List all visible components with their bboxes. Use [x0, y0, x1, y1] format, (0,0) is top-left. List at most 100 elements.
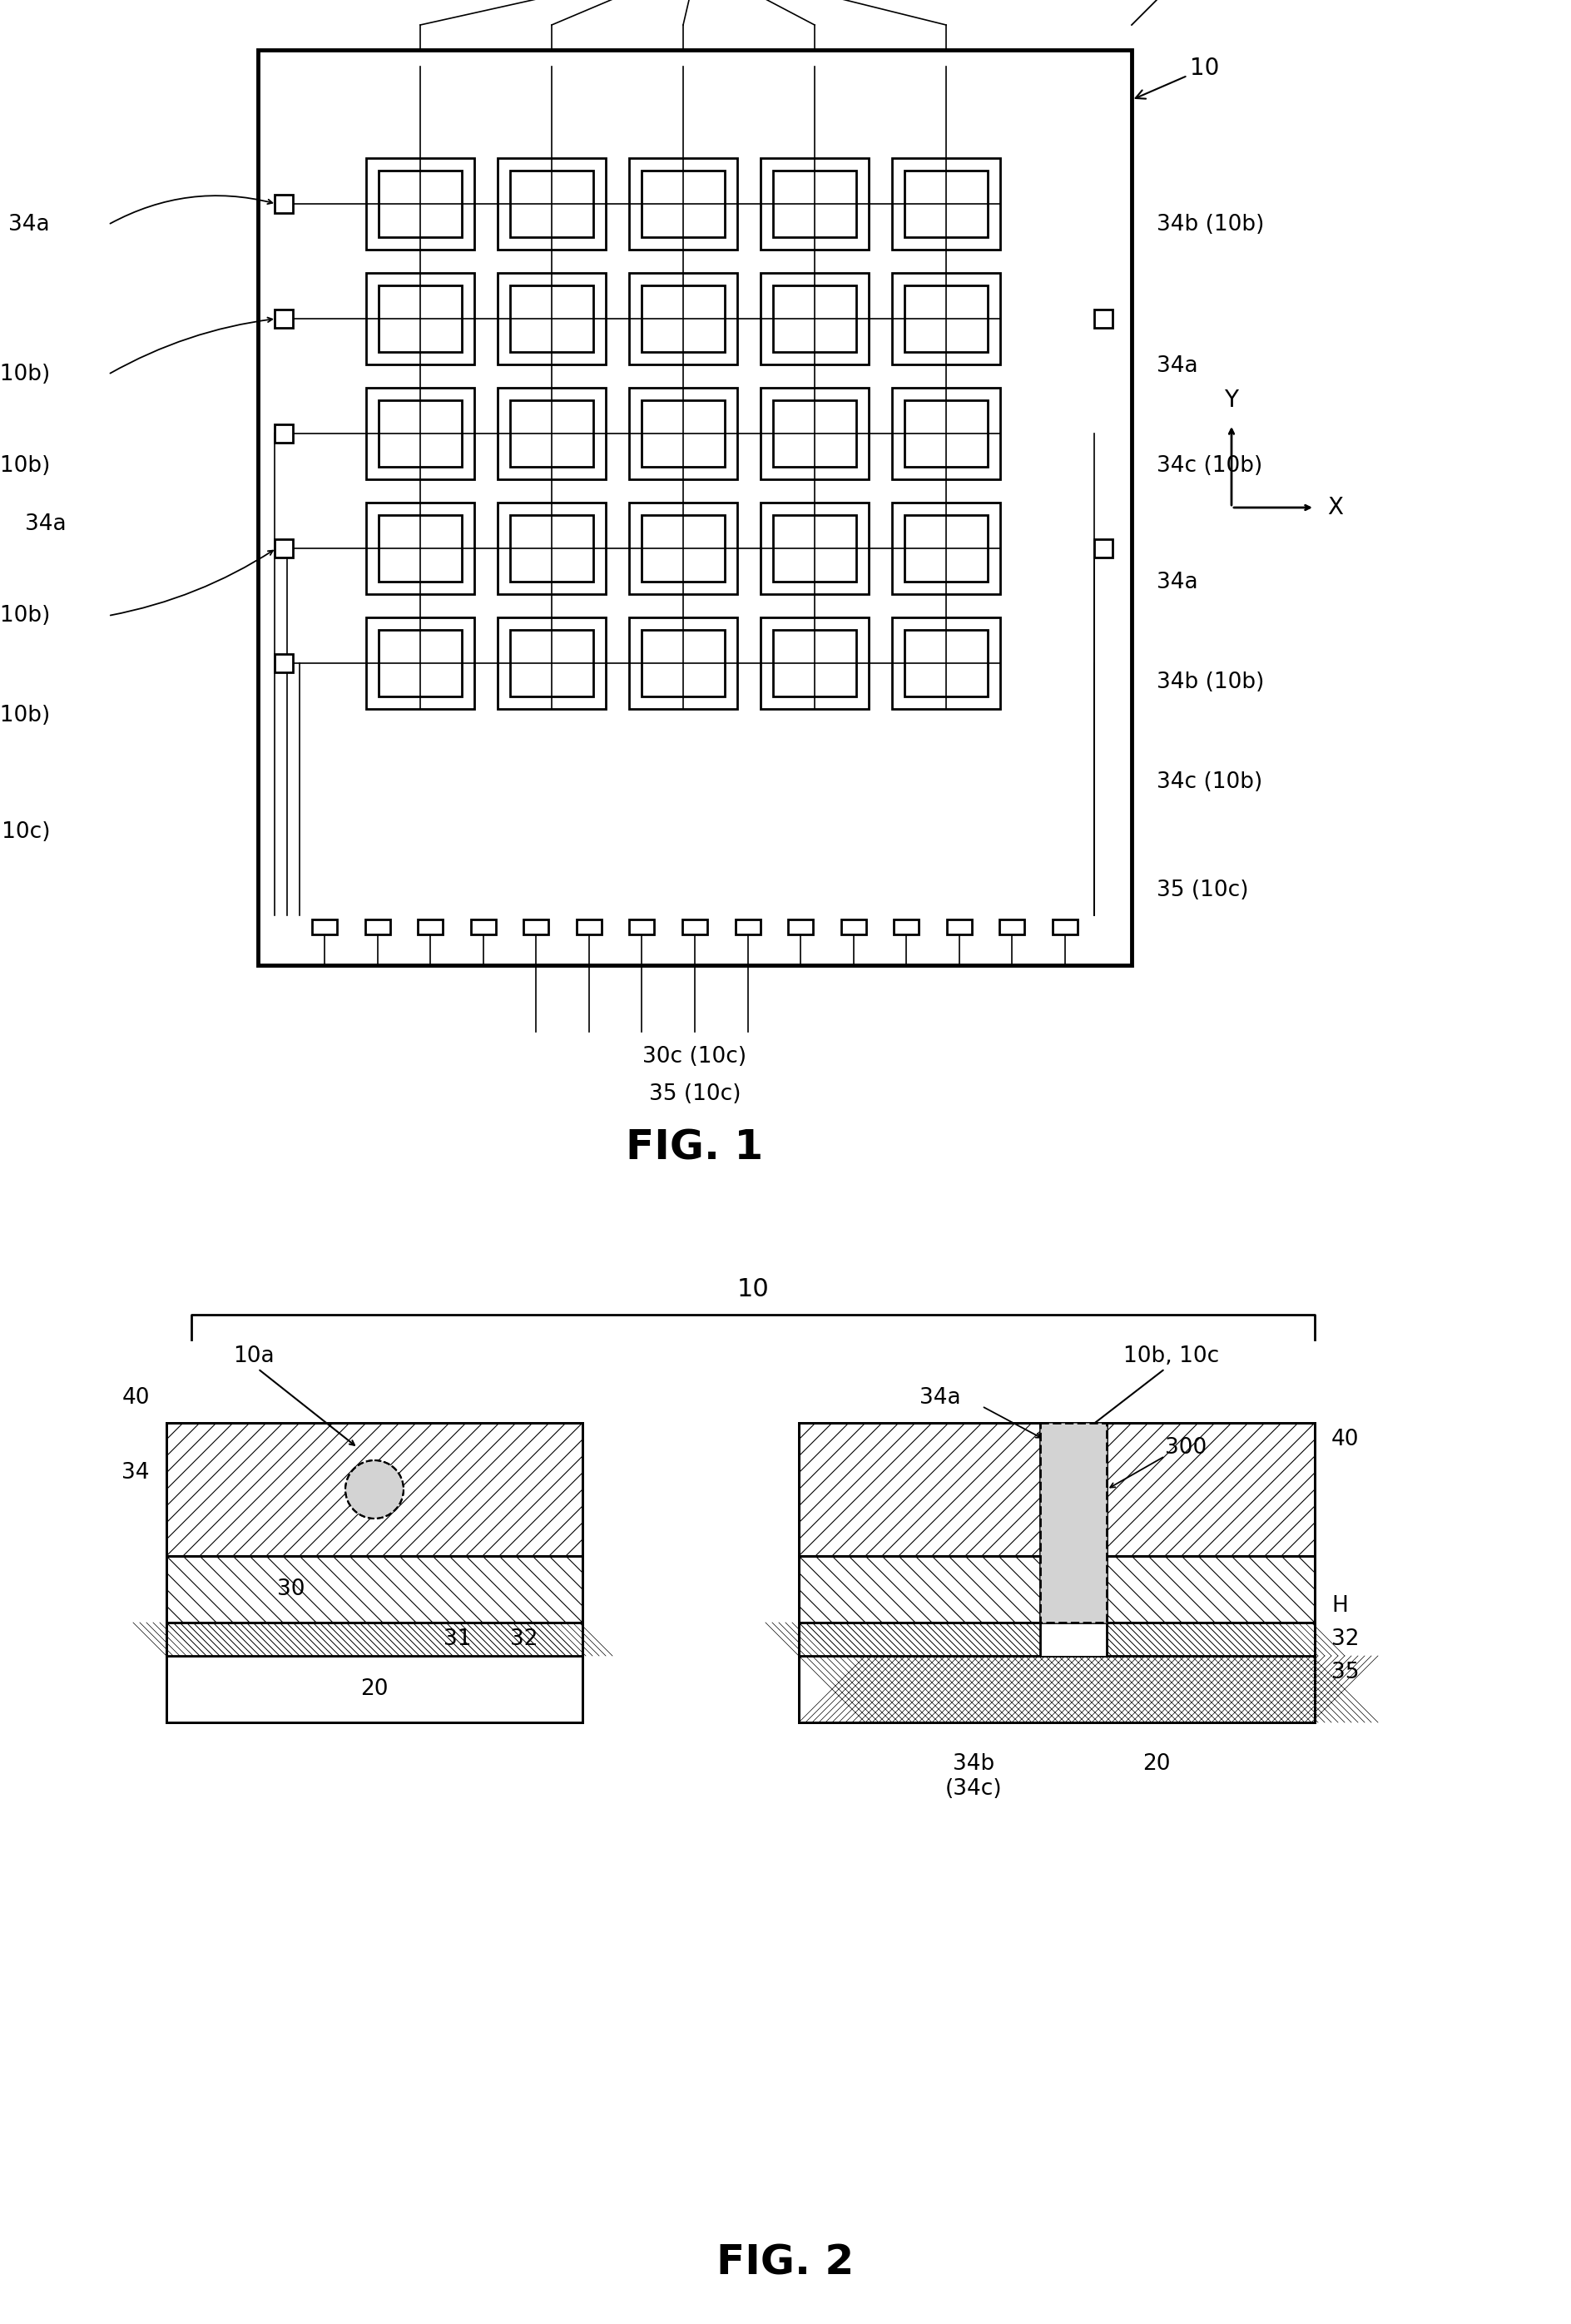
Bar	[364, 920, 390, 934]
Text: 34b (10b): 34b (10b)	[0, 604, 50, 627]
Text: 32: 32	[1331, 1629, 1359, 1650]
Text: 34a: 34a	[1156, 572, 1199, 593]
Bar	[628, 158, 737, 249]
Bar	[511, 630, 594, 697]
Text: 34c (10b): 34c (10b)	[1156, 772, 1263, 792]
Text: 10a: 10a	[233, 1346, 275, 1367]
Bar	[577, 920, 602, 934]
Bar	[773, 170, 856, 237]
Bar	[892, 618, 1001, 709]
Bar	[498, 502, 606, 595]
Bar	[630, 920, 655, 934]
Bar	[628, 272, 737, 365]
Bar	[641, 170, 724, 237]
Bar	[798, 1622, 1315, 1655]
Text: 34a: 34a	[1156, 356, 1199, 376]
Bar	[366, 158, 474, 249]
Text: 30: 30	[278, 1578, 305, 1601]
Bar	[379, 400, 462, 467]
Text: 10: 10	[1136, 56, 1219, 98]
Bar	[999, 920, 1024, 934]
Bar	[892, 158, 1001, 249]
Text: 34a: 34a	[25, 514, 66, 535]
Text: 35 (10c): 35 (10c)	[0, 820, 50, 844]
Bar	[1095, 309, 1112, 328]
Bar	[366, 502, 474, 595]
Bar	[167, 1557, 583, 1622]
Bar	[498, 388, 606, 479]
Bar	[1040, 1422, 1106, 1622]
Bar	[511, 170, 594, 237]
Text: 34c (10b): 34c (10b)	[1156, 456, 1263, 476]
Text: 34b: 34b	[952, 1752, 994, 1776]
Bar	[760, 618, 869, 709]
Bar	[628, 502, 737, 595]
Bar	[641, 286, 724, 351]
Bar	[366, 272, 474, 365]
Text: 34: 34	[123, 1462, 149, 1483]
Bar	[905, 170, 988, 237]
Bar	[498, 272, 606, 365]
Bar	[760, 502, 869, 595]
Text: 35 (10c): 35 (10c)	[649, 1083, 742, 1104]
Text: 30c (10c): 30c (10c)	[643, 1046, 746, 1067]
Bar	[628, 388, 737, 479]
Text: (34c): (34c)	[946, 1778, 1002, 1799]
Bar	[258, 49, 1131, 964]
Bar	[366, 388, 474, 479]
Bar	[682, 920, 707, 934]
Bar	[735, 920, 760, 934]
Circle shape	[346, 1459, 404, 1518]
Bar	[641, 516, 724, 581]
Bar	[275, 309, 292, 328]
Text: 20: 20	[1142, 1752, 1170, 1776]
Bar	[275, 195, 292, 214]
Text: 34b (10b): 34b (10b)	[1156, 214, 1265, 235]
Bar	[773, 286, 856, 351]
Text: X: X	[1327, 495, 1343, 518]
Bar	[641, 630, 724, 697]
Text: H: H	[1331, 1594, 1348, 1618]
Text: 34b (10b): 34b (10b)	[1156, 672, 1265, 693]
Bar	[840, 920, 866, 934]
Bar	[167, 1422, 583, 1557]
Text: FIG. 1: FIG. 1	[627, 1127, 764, 1169]
Bar	[947, 920, 972, 934]
Bar	[498, 618, 606, 709]
Text: 20: 20	[360, 1678, 388, 1699]
Bar	[511, 516, 594, 581]
Bar	[379, 516, 462, 581]
Bar	[905, 516, 988, 581]
Bar	[641, 400, 724, 467]
Bar	[379, 170, 462, 237]
Text: 31: 31	[443, 1629, 471, 1650]
Bar	[275, 653, 292, 672]
Text: 40: 40	[123, 1387, 149, 1408]
Bar	[798, 1422, 1315, 1557]
Bar	[905, 400, 988, 467]
Text: 34c (10b): 34c (10b)	[0, 363, 50, 386]
Bar	[313, 920, 338, 934]
Text: 34b (10b): 34b (10b)	[0, 456, 50, 476]
Text: 35 (10c): 35 (10c)	[1156, 878, 1249, 902]
Text: 34c (10b): 34c (10b)	[0, 704, 50, 727]
Bar	[773, 516, 856, 581]
Text: 35: 35	[1331, 1662, 1359, 1683]
Text: 40: 40	[1331, 1429, 1359, 1450]
Bar	[628, 618, 737, 709]
Bar	[1095, 539, 1112, 558]
Bar	[379, 630, 462, 697]
Bar	[275, 425, 292, 442]
Bar	[167, 1655, 583, 1722]
Bar	[892, 502, 1001, 595]
Text: 32: 32	[511, 1629, 539, 1650]
Bar	[167, 1622, 583, 1655]
Bar	[894, 920, 919, 934]
Bar	[773, 630, 856, 697]
Bar	[789, 920, 814, 934]
Text: 300: 300	[1166, 1436, 1207, 1459]
Bar	[511, 286, 594, 351]
Bar	[905, 286, 988, 351]
Text: 34a: 34a	[919, 1387, 961, 1408]
Bar	[523, 920, 548, 934]
